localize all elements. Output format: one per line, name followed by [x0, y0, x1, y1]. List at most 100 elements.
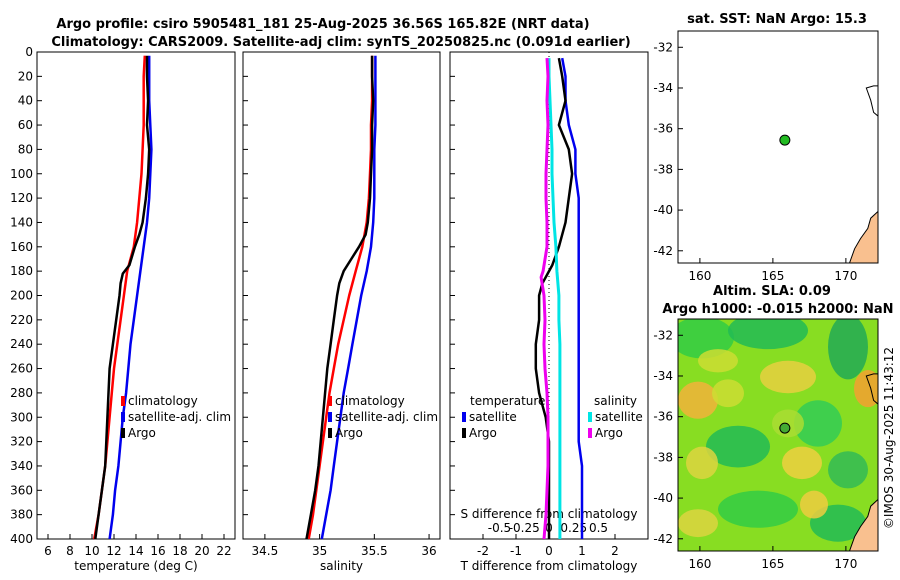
land-south-island: [848, 210, 878, 263]
sla-heatmap-blob: [828, 451, 868, 489]
sst_map-frame: [677, 30, 879, 264]
sla-heatmap-blob: [698, 349, 738, 373]
sla_map-frame: [677, 318, 879, 552]
sla_map-y-tick-label: -36: [653, 410, 673, 424]
depth-tick-label: 340: [10, 459, 33, 473]
sla_map-y-tick-label: -32: [653, 328, 673, 342]
depth-tick-label: 320: [10, 435, 33, 449]
temperature-legend-label: climatology: [128, 394, 198, 408]
temperature-diff-legend-label: Argo: [469, 426, 497, 440]
sla_map-x-tick-label: 160: [688, 557, 711, 571]
depth-tick-label: 120: [10, 191, 33, 205]
difference-x-tick-label: 0: [545, 544, 553, 558]
temperature-satellite-diff-line: [560, 57, 584, 539]
depth-tick-label: 380: [10, 508, 33, 522]
figure-title-line2: Climatology: CARS2009. Satellite-adj cli…: [51, 35, 630, 50]
depth-tick-label: 220: [10, 313, 33, 327]
temperature-legend-label: Argo: [128, 426, 156, 440]
depth-tick-label: 360: [10, 483, 33, 497]
sst-map-title: sat. SST: NaN Argo: 15.3: [687, 12, 867, 27]
depth-tick-label: 140: [10, 215, 33, 229]
salinity-argo-line: [305, 55, 375, 540]
temperature-legend-swatch: [121, 396, 125, 406]
sla-map-title-line2: Argo h1000: -0.015 h2000: NaN: [662, 302, 893, 317]
temperature-legend-label: satellite-adj. clim: [128, 410, 231, 424]
salinity-legend-label: satellite-adj. clim: [335, 410, 438, 424]
salinity-satellite-diff-line: [547, 58, 562, 539]
depth-tick-label: 60: [18, 118, 33, 132]
sst_map-y-tick-label: -32: [653, 40, 673, 54]
salinity-x-axis-label: salinity: [320, 559, 363, 573]
sst_map-y-tick-label: -42: [653, 244, 673, 258]
temperature-x-tick-label: 16: [150, 544, 165, 558]
sla_map-x-tick-label: 165: [761, 557, 784, 571]
sla_map-y-tick-label: -42: [653, 532, 673, 546]
temperature-x-tick-label: 14: [128, 544, 143, 558]
sst-map-background: [678, 31, 878, 263]
figure-title-line1: Argo profile: csiro 5905481_181 25-Aug-2…: [56, 17, 589, 32]
land-south-island: [848, 498, 878, 551]
temperature-x-tick-label: 12: [106, 544, 121, 558]
sst_map-x-tick-label: 160: [688, 269, 711, 283]
difference-x-tick-label: -1: [510, 544, 522, 558]
salinity-satellite-line: [320, 55, 377, 540]
sst-map-panel: 160 165 170 -32 -34 -36 -38 -40 -42: [653, 30, 879, 283]
sla_map-y-tick-label: -34: [653, 369, 673, 383]
sla-heatmap-blob: [828, 319, 868, 380]
depth-tick-label: 80: [18, 142, 33, 156]
difference-panel: -2 -1 0 1 2T difference from climatology -0.5…: [449, 51, 649, 573]
depth-tick-label: 180: [10, 264, 33, 278]
depth-tick-label: 300: [10, 410, 33, 424]
depth-tick-label: 200: [10, 289, 33, 303]
depth-tick-label: 400: [10, 532, 33, 546]
depth-tick-label: 40: [18, 94, 33, 108]
sla-heatmap-blob: [794, 400, 842, 447]
sla_map-y-tick-label: -38: [653, 450, 673, 464]
salinity-legend-label: Argo: [335, 426, 363, 440]
temperature-satellite-line: [108, 55, 153, 540]
temperature-panel: 0 20 40 60 80 100 120 140 160 180 200 220 240 260 280 3…: [10, 45, 236, 573]
sla-heatmap-blob: [854, 370, 878, 408]
sla-map-panel: 160 165 170 -32 -34 -36 -38 -40 -42: [653, 318, 879, 571]
salinity-diff-tick-label: -0.5: [488, 521, 511, 535]
salinity-argo-diff-line: [539, 58, 550, 540]
salinity-x-tick-label: 35: [312, 544, 327, 558]
salinity-frame: [242, 51, 441, 540]
sla-heatmap-blob: [686, 446, 718, 480]
temperature-diff-legend-label: satellite: [469, 410, 517, 424]
sst_map-y-tick-label: -34: [653, 81, 673, 95]
depth-tick-label: 0: [25, 45, 33, 59]
temperature-diff-legend-swatch: [462, 412, 466, 422]
sst_map-x-tick-label: 170: [834, 269, 857, 283]
sla_map-plot-area: [678, 319, 878, 551]
sst_map-y-tick-label: -38: [653, 162, 673, 176]
sst_map-y-tick-label: -36: [653, 122, 673, 136]
temperature-x-tick-label: 20: [194, 544, 209, 558]
temperature-legend-swatch: [121, 412, 125, 422]
depth-tick-label: 280: [10, 386, 33, 400]
sla-heatmap-blob: [678, 319, 734, 359]
coastline-north: [865, 85, 878, 117]
sla-heatmap-blob: [728, 319, 808, 350]
temperature-x-tick-label: 10: [84, 544, 99, 558]
temperature-x-tick-label: 6: [44, 544, 52, 558]
temperature-legend-title: temperature: [470, 394, 545, 408]
salinity-x-tick-label: 34.5: [252, 544, 279, 558]
salinity-x-tick-label: 36: [421, 544, 436, 558]
sla-heatmap-blob: [678, 381, 718, 419]
salinity-diff-legend-swatch: [588, 428, 592, 438]
salinity-panel: 34.5 35 35.5 36 salinity climatology satellite…: [242, 51, 441, 573]
sla-map-title-line1: Altim. SLA: 0.09: [713, 284, 831, 299]
sla-heatmap-blob: [712, 379, 744, 408]
temperature-legend-swatch: [121, 428, 125, 438]
difference-x-axis-label: T difference from climatology: [460, 559, 638, 573]
sla-heatmap-blob: [772, 409, 804, 438]
difference-x-tick-label: 1: [578, 544, 586, 558]
salinity-legend-swatch: [328, 396, 332, 406]
temperature-x-tick-label: 18: [172, 544, 187, 558]
difference-x-tick-label: 2: [611, 544, 619, 558]
sla-heatmap-blob: [718, 490, 798, 528]
depth-tick-label: 260: [10, 362, 33, 376]
depth-tick-label: 100: [10, 167, 33, 181]
